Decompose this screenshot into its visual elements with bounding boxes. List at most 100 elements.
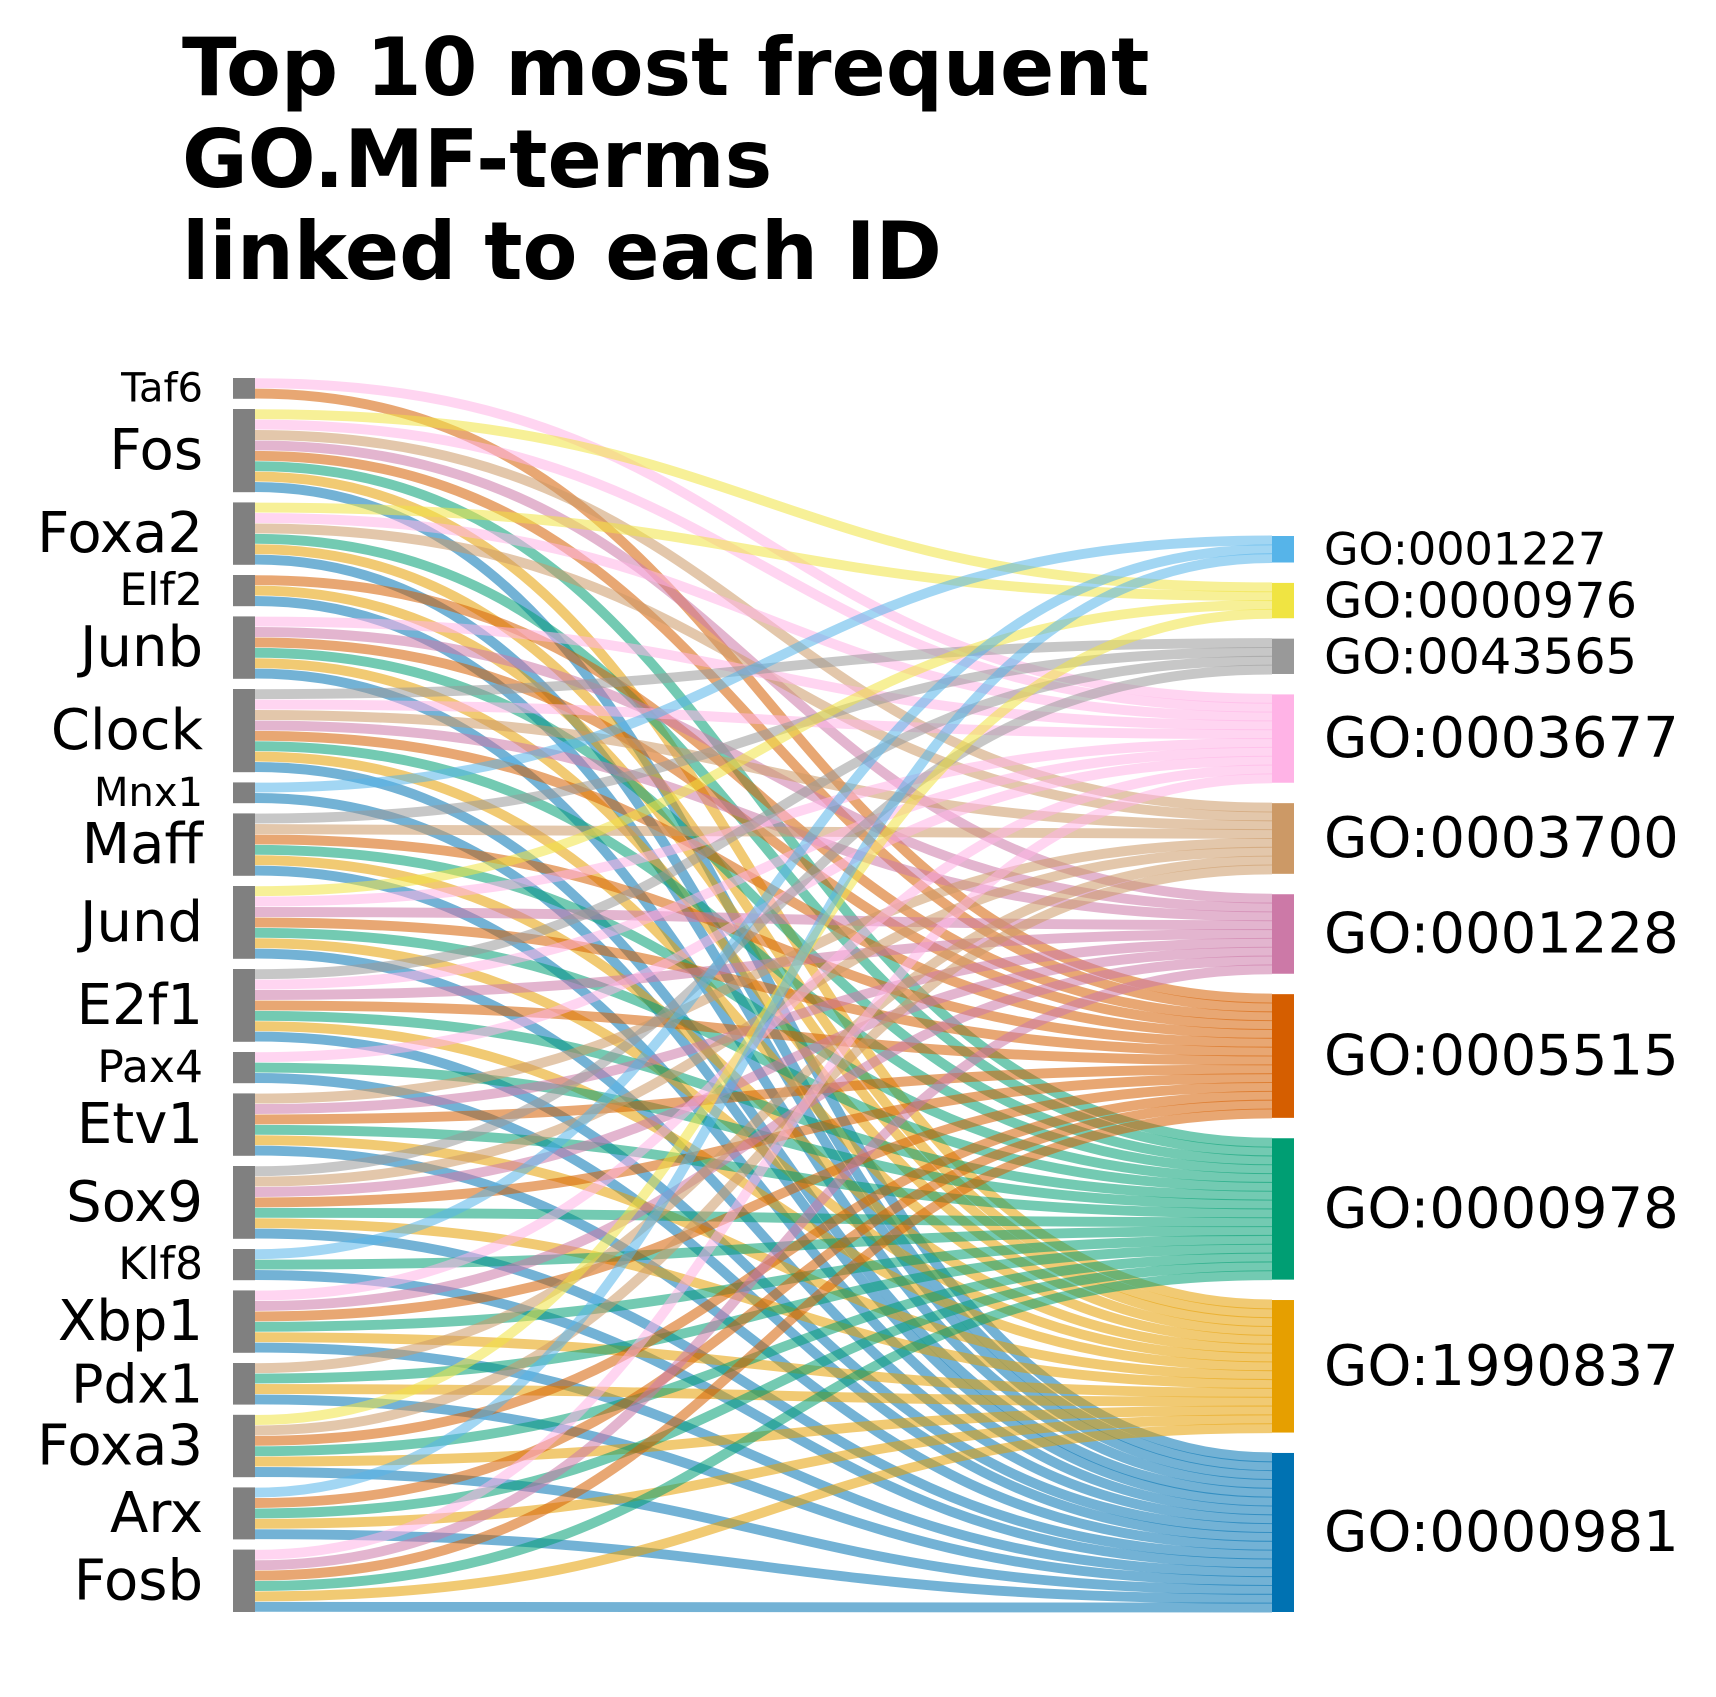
link-fos-go-0003677 [254, 419, 1273, 713]
target-node-go-0003677 [1272, 694, 1294, 783]
target-node-go-0001227 [1272, 536, 1294, 563]
source-node-xbp1 [233, 1290, 255, 1353]
target-node-go-1990837 [1272, 1300, 1294, 1433]
link-e2f1-go-0000978 [254, 1010, 1273, 1201]
link-jund-go-0000978 [254, 927, 1273, 1192]
source-node-e2f1 [233, 969, 255, 1042]
target-label-go-0000976: GO:0000976 [1324, 572, 1637, 630]
source-label-taf6: Taf6 [120, 365, 203, 411]
link-fosb-go-0003677 [254, 773, 1273, 1560]
link-etv1-go-0003700 [254, 837, 1273, 1104]
source-label-sox9: Sox9 [66, 1170, 203, 1235]
source-node-foxa3 [233, 1414, 255, 1478]
link-xbp1-go-0000981 [254, 1342, 1273, 1578]
source-node-taf6 [233, 378, 255, 399]
link-sox9-go-0001228 [254, 946, 1273, 1197]
target-label-go-0043565: GO:0043565 [1324, 627, 1637, 685]
target-label-go-0005515: GO:0005515 [1324, 1024, 1679, 1089]
source-label-pax4: Pax4 [97, 1042, 203, 1093]
link-foxa2-go-0003677 [254, 513, 1273, 722]
target-label-go-0003700: GO:0003700 [1324, 806, 1679, 871]
link-fosb-go-1990837 [254, 1423, 1273, 1602]
link-arx-go-0000978 [254, 1261, 1273, 1519]
link-clock-go-0005515 [254, 730, 1273, 1039]
source-label-foxa3: Foxa3 [37, 1414, 203, 1479]
source-node-klf8 [233, 1249, 255, 1281]
link-arx-go-0000981 [254, 1529, 1273, 1604]
link-pdx1-go-0000981 [254, 1394, 1273, 1587]
link-xbp1-go-0005515 [254, 1081, 1273, 1322]
source-label-e2f1: E2f1 [77, 973, 203, 1038]
source-node-arx [233, 1487, 255, 1540]
link-fosb-go-0001228 [254, 964, 1273, 1571]
source-node-elf2 [233, 575, 255, 607]
link-e2f1-go-0003677 [254, 746, 1273, 990]
link-jund-go-0005515 [254, 917, 1273, 1057]
source-label-etv1: Etv1 [77, 1092, 203, 1157]
target-node-go-0005515 [1272, 994, 1294, 1118]
link-e2f1-go-0043565 [254, 655, 1273, 980]
source-label-pdx1: Pdx1 [71, 1352, 203, 1415]
link-arx-go-0005515 [254, 1099, 1273, 1508]
link-etv1-go-0005515 [254, 1064, 1273, 1125]
link-klf8-go-0001227 [254, 544, 1273, 1260]
target-node-go-0043565 [1272, 638, 1294, 674]
source-label-maff: Maff [82, 812, 205, 877]
link-arx-go-1990837 [254, 1414, 1273, 1529]
source-label-junb: Junb [77, 615, 203, 680]
source-label-mnx1: Mnx1 [94, 770, 203, 816]
source-node-foxa2 [233, 502, 255, 565]
source-node-etv1 [233, 1093, 255, 1156]
source-node-mnx1 [233, 782, 255, 804]
link-mnx1-go-0001227 [254, 535, 1273, 793]
target-node-go-0000976 [1272, 582, 1294, 619]
link-arx-go-0001227 [254, 553, 1273, 1498]
source-node-pax4 [233, 1052, 255, 1084]
source-node-junb [233, 616, 255, 679]
source-node-fosb [233, 1549, 255, 1612]
link-clock-go-1990837 [254, 751, 1273, 1345]
link-etv1-go-1990837 [254, 1135, 1273, 1381]
flow-links [254, 378, 1273, 1613]
target-node-go-0000978 [1272, 1138, 1294, 1280]
source-label-fosb: Fosb [74, 1548, 203, 1613]
source-label-foxa2: Foxa2 [37, 501, 203, 566]
link-maff-go-0005515 [254, 834, 1273, 1048]
link-xbp1-go-0001228 [254, 955, 1273, 1311]
target-label-go-0000981: GO:0000981 [1324, 1500, 1679, 1565]
source-node-sox9 [233, 1166, 255, 1239]
target-nodes [1272, 536, 1294, 1612]
link-e2f1-go-0001228 [254, 929, 1273, 1000]
link-fosb-go-0000978 [254, 1270, 1273, 1591]
source-label-xbp1: Xbp1 [58, 1289, 203, 1354]
target-label-go-0003677: GO:0003677 [1324, 706, 1679, 771]
target-label-go-1990837: GO:1990837 [1324, 1334, 1679, 1399]
source-node-jund [233, 886, 255, 959]
source-nodes [233, 378, 255, 1612]
source-label-clock: Clock [51, 698, 204, 763]
target-node-go-0000981 [1272, 1452, 1294, 1612]
link-jund-go-0000976 [254, 600, 1273, 897]
source-node-maff [233, 813, 255, 876]
source-node-clock [233, 689, 255, 773]
target-label-go-0001227: GO:0001227 [1324, 523, 1606, 575]
target-node-go-0001228 [1272, 894, 1294, 974]
source-label-fos: Fos [109, 418, 203, 483]
link-sox9-go-0005515 [254, 1073, 1273, 1208]
link-klf8-go-0000981 [254, 1270, 1273, 1569]
source-node-pdx1 [233, 1363, 255, 1405]
target-label-go-0001228: GO:0001228 [1324, 901, 1679, 966]
source-node-fos [233, 409, 255, 493]
link-pdx1-go-0003700 [254, 855, 1273, 1374]
link-sox9-go-0043565 [254, 664, 1273, 1177]
link-fos-go-0000976 [254, 409, 1273, 593]
source-label-jund: Jund [77, 890, 203, 955]
source-label-elf2: Elf2 [119, 565, 203, 616]
chart-title: Top 10 most frequent GO.MF-terms linked … [182, 21, 1150, 298]
link-fosb-go-0005515 [254, 1108, 1273, 1581]
link-xbp1-go-0000978 [254, 1234, 1273, 1332]
link-maff-go-0003700 [254, 824, 1273, 840]
